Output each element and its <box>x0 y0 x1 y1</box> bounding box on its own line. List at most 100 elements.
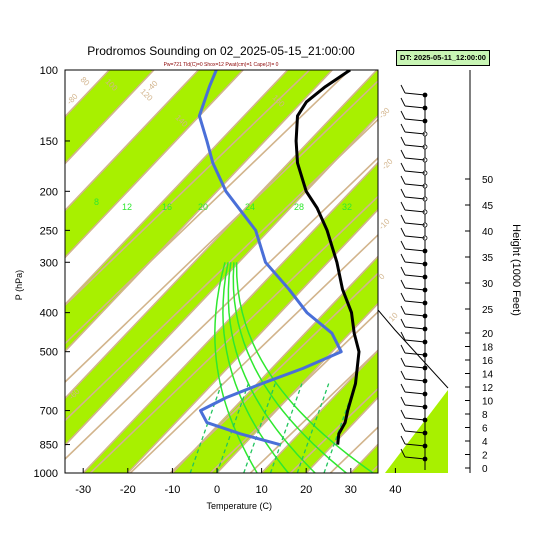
isotherm-line <box>440 70 540 473</box>
isotherm-band <box>440 70 540 473</box>
isotherm-label: -10 <box>377 216 392 231</box>
mixing-ratio-line <box>189 383 223 473</box>
dry-adiabat-line <box>65 70 311 307</box>
isotherm-line <box>65 70 289 306</box>
wind-barb-flag <box>400 123 406 133</box>
mixing-ratio-line <box>269 383 303 473</box>
wind-barb-flag <box>400 188 406 198</box>
wind-barb <box>404 352 426 356</box>
wind-barb <box>404 287 426 291</box>
wind-barb <box>404 430 426 434</box>
height-tick-label: 16 <box>482 356 494 367</box>
height-tick-label: 45 <box>482 201 494 212</box>
wind-barb-flag <box>400 266 406 276</box>
dry-adiabat-line <box>249 349 378 473</box>
wind-panel-outline <box>377 285 449 389</box>
wind-barb-flag <box>400 136 406 146</box>
dry-adiabat-line <box>65 70 351 345</box>
pressure-tick-label: 150 <box>40 136 58 148</box>
dry-adiabat-line <box>520 0 540 483</box>
height-tick-label: 25 <box>482 305 494 316</box>
temperature-tick-label: -20 <box>120 484 136 496</box>
isotherm-label: -30 <box>377 105 392 120</box>
plot-frame <box>64 69 379 474</box>
chart-title: Prodromos Sounding on 02_2025-05-15_21:0… <box>87 44 355 58</box>
wind-barb <box>404 170 426 174</box>
wind-barb-flag <box>400 292 406 302</box>
pressure-tick-label: 250 <box>40 225 58 237</box>
temperature-tick-label: 30 <box>345 484 357 496</box>
height-tick-label: 10 <box>482 397 494 408</box>
dry-adiabat-line <box>480 0 540 483</box>
isotherm-line <box>65 70 155 165</box>
isotherm-label: 10 <box>387 310 400 323</box>
wind-barb-flag <box>400 448 406 458</box>
wind-barb <box>404 313 426 317</box>
moist-adiabat-label: 24 <box>245 202 255 212</box>
wind-barb <box>404 391 426 395</box>
wind-barb-flag <box>400 175 406 185</box>
pressure-tick-label: 400 <box>40 308 58 320</box>
mixing-ratio-line <box>243 383 276 473</box>
wind-barb <box>404 274 426 278</box>
height-tick-label: 2 <box>482 451 488 462</box>
temperature-axis-label: Temperature (C) <box>207 501 273 511</box>
wind-barb <box>404 339 426 343</box>
isotherm-line <box>127 208 378 473</box>
height-tick-label: 8 <box>482 410 488 421</box>
wind-barb-flag <box>400 279 406 289</box>
wind-barb <box>404 209 426 213</box>
dry-adiabat-line <box>65 79 378 384</box>
dry-adiabat-line <box>209 310 378 473</box>
wind-barb-flag <box>400 318 406 328</box>
isotherm-line <box>65 70 200 212</box>
pressure-tick-label: 850 <box>40 440 58 452</box>
temperature-tick-label: 20 <box>300 484 312 496</box>
wind-barb <box>404 404 426 408</box>
dry-adiabat-line <box>289 387 378 473</box>
pressure-axis-label: P (hPa) <box>14 270 24 300</box>
wind-barb-flag <box>400 435 406 445</box>
wind-barb <box>404 157 426 161</box>
wind-barb-flag <box>400 84 406 94</box>
moist-adiabat-line <box>235 262 374 473</box>
pressure-tick-label: 500 <box>40 347 58 359</box>
dry-adiabat-line <box>440 0 540 483</box>
moist-adiabat-line <box>232 262 347 473</box>
wind-panel <box>377 84 449 473</box>
height-tick-label: 35 <box>482 253 494 264</box>
isotherm-line <box>65 70 378 400</box>
wind-barb-flag <box>400 409 406 419</box>
dewpoint-profile <box>197 70 343 447</box>
dry-adiabat-line <box>169 272 378 473</box>
dt-badge: DT: 2025-05-11_12:00:00 <box>396 50 490 66</box>
wind-barb-flag <box>400 214 406 224</box>
pressure-tick-label: 700 <box>40 406 58 418</box>
height-tick-label: 30 <box>482 279 494 290</box>
moist-adiabat-label: 32 <box>342 202 352 212</box>
pressure-tick-label: 200 <box>40 186 58 198</box>
wind-barb <box>404 92 426 96</box>
wind-barb <box>404 131 426 135</box>
isotherm-band <box>65 70 378 446</box>
height-tick-label: 20 <box>482 329 494 340</box>
wind-barb <box>404 300 426 304</box>
temperature-tick-label: 40 <box>389 484 401 496</box>
wind-barb <box>404 326 426 330</box>
wind-barb-flag <box>400 383 406 393</box>
temperature-tick-label: 10 <box>255 484 267 496</box>
height-tick-label: 4 <box>482 437 488 448</box>
dry-adiabat-line <box>129 233 378 473</box>
wind-barb-flag <box>400 240 406 250</box>
dry-adiabat-line <box>65 156 378 461</box>
wind-barb-flag <box>400 110 406 120</box>
wind-barb-flag <box>400 253 406 263</box>
temperature-tick-label: -30 <box>75 484 91 496</box>
wind-barb-flag <box>400 396 406 406</box>
wind-barb-flag <box>400 162 406 172</box>
wind-barb <box>404 417 426 421</box>
moist-adiabat-label: 28 <box>294 202 304 212</box>
